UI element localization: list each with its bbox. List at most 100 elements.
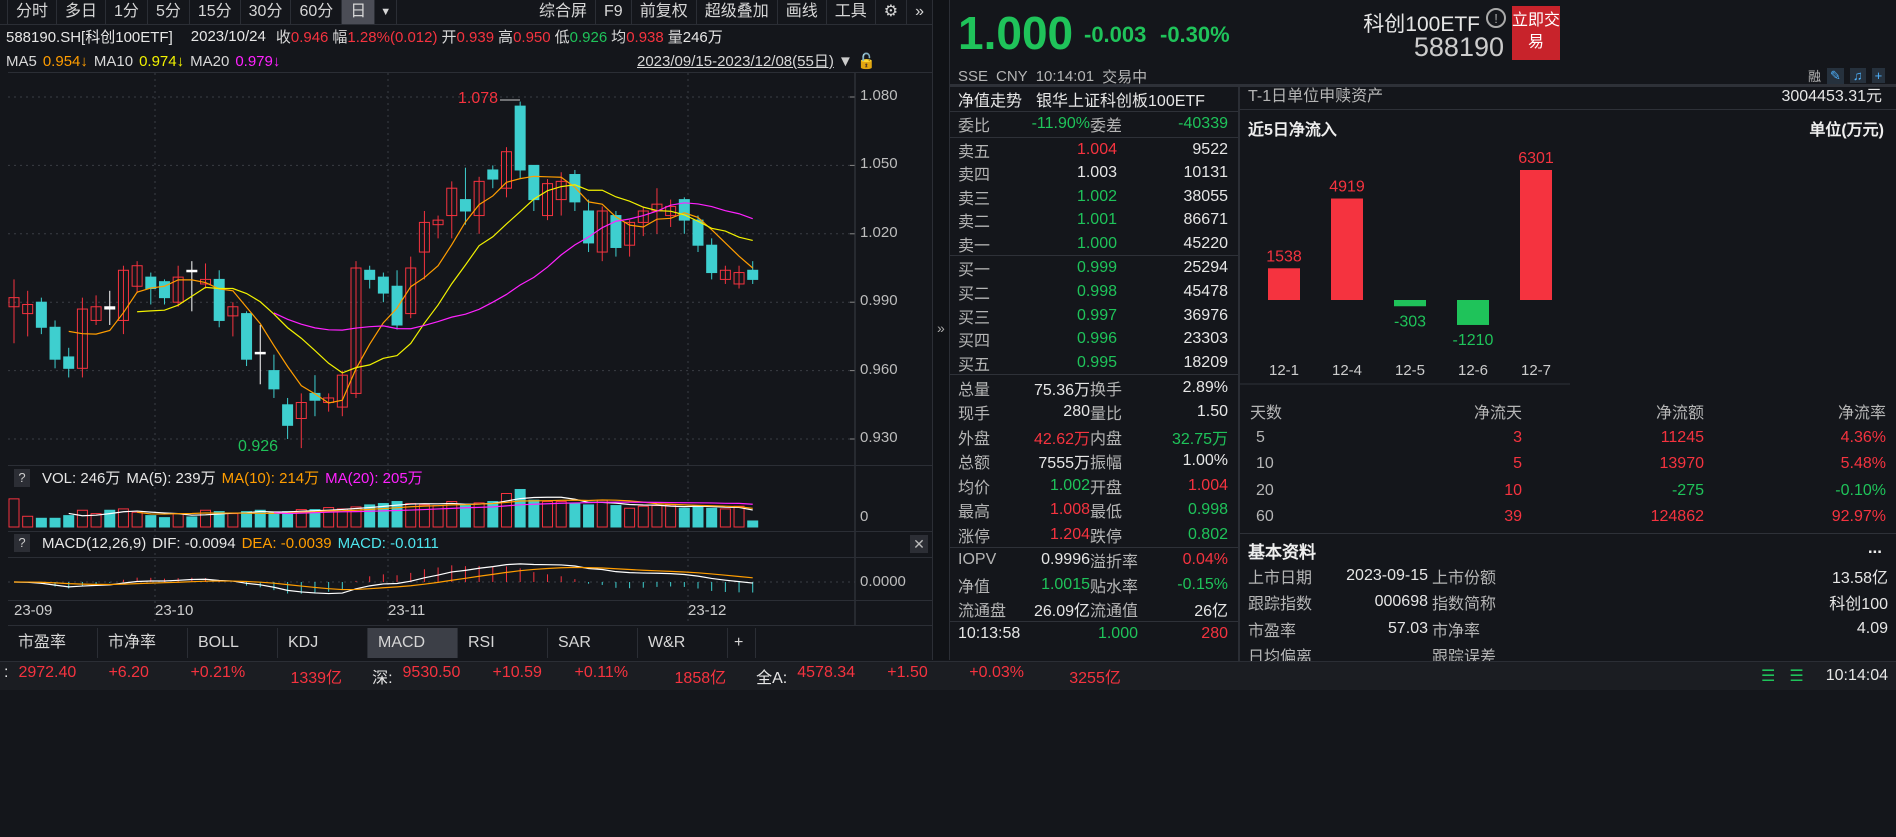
index-pct: +0.03%	[969, 664, 1024, 681]
bid-level[interactable]: 买三 0.997 36976	[950, 304, 1238, 328]
list-icon[interactable]: ☰	[1789, 668, 1804, 685]
flow-row: 60 39 124862 92.97%	[1240, 504, 1896, 531]
date-range-selector[interactable]: 2023/09/15-2023/12/08(55日) ▼ 🔓	[637, 50, 876, 71]
period-tab-6[interactable]: 60分	[291, 0, 343, 24]
ma10-line	[137, 184, 753, 374]
tool-button-5[interactable]: 工具	[827, 0, 876, 24]
volume-bar	[364, 504, 376, 528]
basic-label: 上市份额	[1432, 569, 1497, 587]
ask-level[interactable]: 卖三 1.002 38055	[950, 185, 1238, 209]
bid-level[interactable]: 买四 0.996 23303	[950, 327, 1238, 351]
gear-icon[interactable]: ⚙	[876, 0, 908, 24]
candle-body	[624, 221, 636, 246]
help-button[interactable]: ?	[14, 468, 30, 487]
indicator-tab-macd[interactable]: MACD	[368, 628, 458, 658]
candle-body	[104, 306, 116, 310]
more-button[interactable]: ...	[1867, 537, 1882, 557]
edit-icon[interactable]: ✎	[1827, 67, 1844, 84]
tool-button-3[interactable]: 超级叠加	[697, 0, 778, 24]
period-tab-7[interactable]: 日	[342, 0, 376, 24]
volume-bar	[747, 520, 759, 528]
candle-body	[432, 219, 444, 226]
indicator-tab-xxx[interactable]: 市净率	[98, 628, 188, 658]
index-ticker[interactable]: 全A: 4578.34 +1.50 +0.03% 3255亿	[756, 664, 1121, 688]
trade-now-button[interactable]: 立即交易	[1512, 6, 1560, 60]
bid-level[interactable]: 买五 0.995 18209	[950, 351, 1238, 375]
security-code-large: 588190	[1413, 32, 1504, 62]
help-button[interactable]: ?	[14, 534, 30, 552]
basic-info-row: 跟踪指数 000698 指数简称 科创100	[1240, 589, 1896, 616]
nav-trend-link[interactable]: 净值走势	[958, 93, 1023, 110]
tool-button-1[interactable]: F9	[596, 0, 632, 24]
order-ratio-row: 委比 -11.90% 委差 -40339	[950, 112, 1238, 137]
period-tab-5[interactable]: 30分	[241, 0, 292, 24]
date-tick: 23-09	[14, 602, 53, 619]
period-tab-0[interactable]: 分时	[8, 0, 58, 24]
period-tab-1[interactable]: 多日	[57, 0, 107, 24]
kline-chart[interactable]	[0, 0, 932, 660]
date-range[interactable]: 2023/09/15-2023/12/08(55日)	[637, 53, 834, 70]
index-ticker[interactable]: :2972.40 +6.20 +0.21% 1339亿	[4, 664, 342, 688]
index-name: :	[4, 664, 9, 681]
lock-icon[interactable]: 🔓	[857, 53, 876, 70]
indicator-tab-x[interactable]: +	[728, 628, 756, 658]
indicator-tab-rsi[interactable]: RSI	[458, 628, 548, 658]
ask-level[interactable]: 卖一 1.000 45220	[950, 232, 1238, 256]
indicator-tab-sar[interactable]: SAR	[548, 628, 638, 658]
tool-button-4[interactable]: 画线	[778, 0, 827, 24]
open-label: 开	[441, 29, 457, 46]
ask-level[interactable]: 卖二 1.001 86671	[950, 208, 1238, 232]
candle-body	[227, 306, 239, 317]
volume-bar	[90, 513, 102, 528]
candle-body	[405, 267, 417, 315]
ask-level[interactable]: 卖四 1.003 10131	[950, 161, 1238, 185]
indicator-tab-wxr[interactable]: W&R	[638, 628, 728, 658]
panel-splitter[interactable]: »	[932, 0, 950, 660]
security-name: 科创100ETF	[1363, 13, 1480, 36]
list-icon[interactable]: ☰	[1761, 668, 1776, 685]
ask-level[interactable]: 卖五 1.004 9522	[950, 138, 1238, 162]
expand-icon[interactable]: »	[937, 320, 945, 336]
period-tab-3[interactable]: 5分	[148, 0, 190, 24]
nav-trend-row[interactable]: 净值走势 银华上证科创板100ETF	[950, 87, 1238, 111]
candle-body	[145, 276, 157, 290]
tool-button-0[interactable]: 综合屏	[531, 0, 597, 24]
close-icon[interactable]: ✕	[910, 535, 928, 553]
avg-value: 0.938	[626, 29, 664, 46]
tool-button-2[interactable]: 前复权	[632, 0, 697, 24]
period-tab-4[interactable]: 15分	[190, 0, 241, 24]
stat-label: 流通值	[1090, 603, 1139, 621]
indicator-tab-kdj[interactable]: KDJ	[278, 628, 368, 658]
candle-body	[514, 105, 526, 171]
volume-bar	[706, 507, 718, 528]
period-dropdown-icon[interactable]: ▼	[375, 0, 398, 24]
dropdown-icon[interactable]: ▼	[838, 53, 853, 70]
indicator-tab-boll[interactable]: BOLL	[188, 628, 278, 658]
bid-level[interactable]: 买二 0.998 45478	[950, 280, 1238, 304]
alarm-icon[interactable]: ♫	[1849, 68, 1866, 83]
dea-line	[13, 566, 753, 591]
trading-status: 交易中	[1102, 69, 1148, 86]
period-tab-2[interactable]: 1分	[106, 0, 148, 24]
chevron-right-icon[interactable]: »	[915, 3, 924, 20]
index-ticker[interactable]: 深: 9530.50 +10.59 +0.11% 1858亿	[372, 664, 726, 688]
volume-bar	[569, 503, 581, 528]
index-change: +6.20	[108, 664, 149, 681]
candle-body	[377, 276, 389, 294]
info-icon[interactable]: !	[1486, 8, 1506, 28]
date-tick: 23-11	[388, 602, 426, 619]
add-icon[interactable]: +	[1871, 68, 1886, 83]
stat-value: 75.36万	[1033, 381, 1090, 399]
level-label: 卖四	[958, 167, 991, 185]
bid-level[interactable]: 买一 0.999 25294	[950, 256, 1238, 280]
indicator-tab-xxx[interactable]: 市盈率	[8, 628, 98, 658]
candle-body	[213, 278, 225, 321]
volume-bar	[350, 506, 362, 528]
volume-bar	[446, 501, 458, 528]
inflow-value: -1210	[1453, 332, 1494, 349]
candle-body	[500, 151, 512, 189]
volume-bar	[104, 509, 116, 528]
level-qty: 25294	[1183, 259, 1229, 277]
indicator-tabs: 市盈率 市净率 BOLL KDJ MACD RSI SAR W&R +	[8, 628, 756, 658]
vol-ma20-line	[273, 501, 753, 515]
